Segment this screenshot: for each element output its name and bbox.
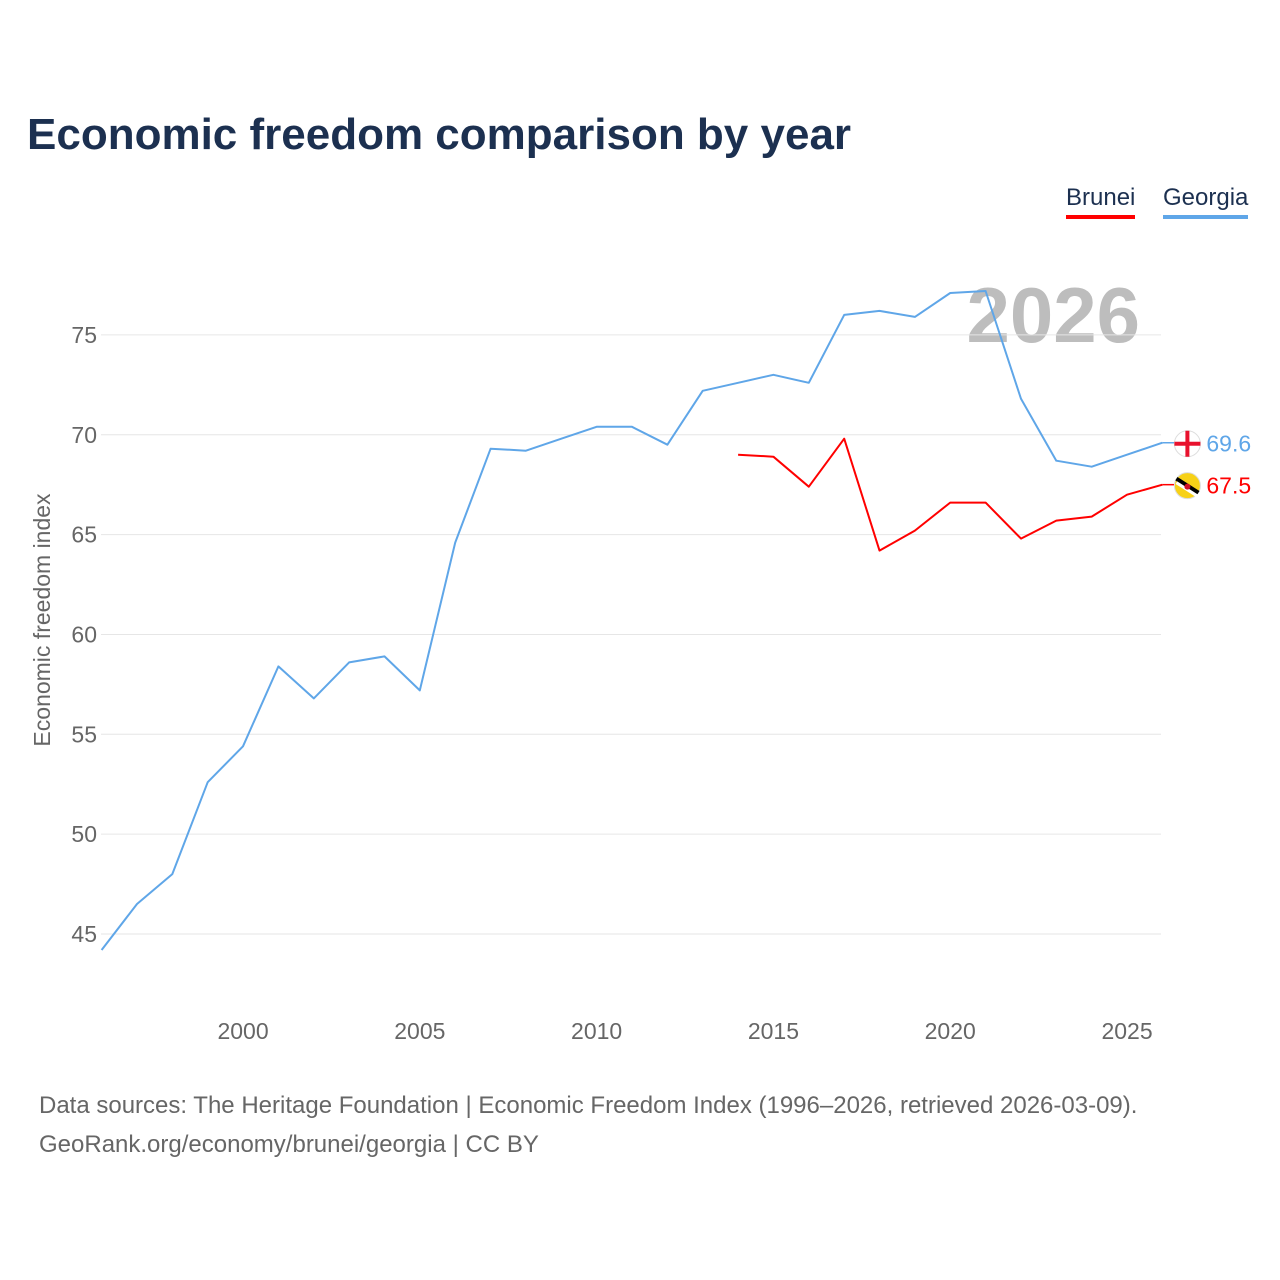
flag-emblem — [1184, 483, 1191, 490]
attribution: GeoRank.org/economy/brunei/georgia | CC … — [39, 1131, 539, 1158]
legend-brunei[interactable]: Brunei — [1066, 184, 1136, 219]
series-line-brunei — [738, 437, 1163, 552]
y-tick-label: 50 — [71, 821, 97, 847]
x-tick-label: 2010 — [571, 1018, 622, 1044]
end-value-label: 67.5 — [1206, 473, 1251, 499]
y-tick-label: 65 — [71, 522, 97, 548]
y-tick-label: 75 — [71, 322, 97, 348]
chart-title: Economic freedom comparison by year — [27, 110, 852, 159]
x-tick-label: 2015 — [748, 1018, 799, 1044]
source-note: Data sources: The Heritage Foundation | … — [39, 1092, 1138, 1119]
flag-cross — [1174, 441, 1201, 446]
x-tick-label: 2000 — [217, 1018, 268, 1044]
year-watermark: 2026 — [966, 271, 1140, 359]
series-line-georgia — [100, 290, 1163, 951]
y-tick-label: 55 — [71, 721, 97, 747]
footer: Data sources: The Heritage Foundation | … — [39, 1086, 1137, 1164]
y-axis-label: Economic freedom index — [29, 493, 55, 747]
x-tick-label: 2020 — [925, 1018, 976, 1044]
x-tick-label: 2005 — [394, 1018, 445, 1044]
legend-georgia[interactable]: Georgia — [1163, 184, 1249, 219]
y-tick-label: 70 — [71, 422, 97, 448]
y-tick-label: 45 — [71, 921, 97, 947]
y-tick-label: 60 — [71, 621, 97, 647]
x-tick-label: 2025 — [1101, 1018, 1152, 1044]
end-value-label: 69.6 — [1206, 431, 1251, 457]
